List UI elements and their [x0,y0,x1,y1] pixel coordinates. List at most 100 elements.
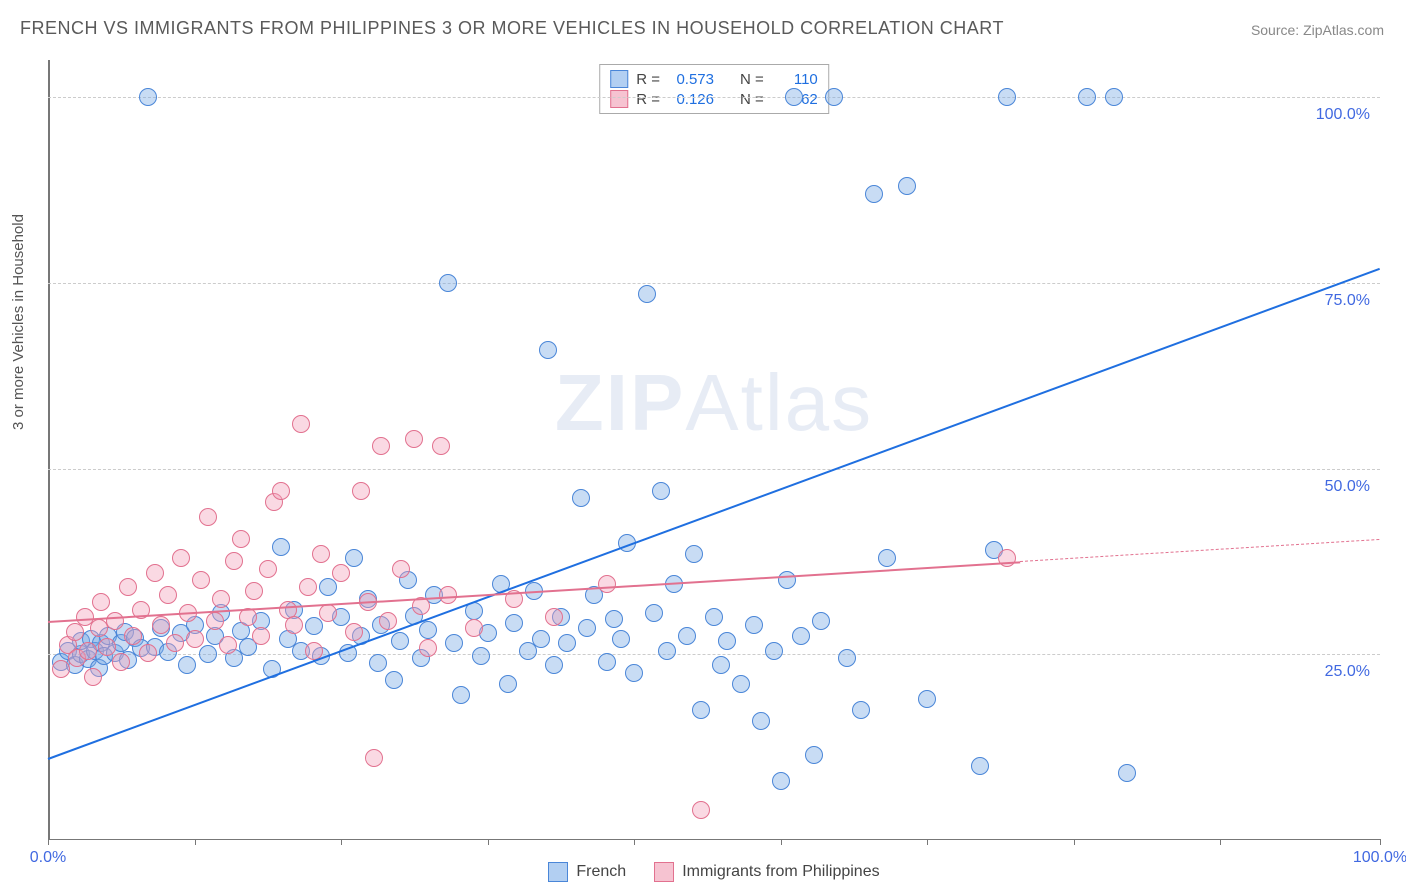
scatter-point [419,639,437,657]
scatter-point [392,560,410,578]
scatter-point [539,341,557,359]
source-attribution: Source: ZipAtlas.com [1251,22,1384,38]
x-tick [195,839,196,845]
scatter-point [918,690,936,708]
scatter-point [765,642,783,660]
scatter-point [124,627,142,645]
scatter-point [532,630,550,648]
n-label: N = [740,71,764,88]
scatter-point [419,621,437,639]
scatter-point [692,701,710,719]
scatter-point [505,614,523,632]
chart-title: FRENCH VS IMMIGRANTS FROM PHILIPPINES 3 … [20,18,1004,39]
scatter-point [805,746,823,764]
gridline [48,97,1380,98]
scatter-point [119,578,137,596]
scatter-point [445,634,463,652]
gridline [48,283,1380,284]
scatter-point [192,571,210,589]
r-label: R = [636,71,660,88]
scatter-point [272,538,290,556]
scatter-point [159,586,177,604]
scatter-point [545,656,563,674]
scatter-point [1118,764,1136,782]
scatter-point [372,437,390,455]
scatter-point [1105,88,1123,106]
scatter-point [778,571,796,589]
scatter-point [732,675,750,693]
scatter-point [545,608,563,626]
scatter-point [625,664,643,682]
x-tick [488,839,489,845]
legend-item: French [548,862,626,882]
y-tick-label: 25.0% [1325,663,1370,681]
scatter-point [365,749,383,767]
scatter-point [285,616,303,634]
scatter-point [272,482,290,500]
scatter-point [465,619,483,637]
scatter-point [199,645,217,663]
x-tick [48,839,49,845]
x-tick [781,839,782,845]
n-label: N = [740,91,764,108]
scatter-point [432,437,450,455]
scatter-point [439,274,457,292]
scatter-point [838,649,856,667]
scatter-point [692,801,710,819]
scatter-point [112,653,130,671]
scatter-point [206,612,224,630]
gridline [48,469,1380,470]
scatter-point [252,627,270,645]
scatter-point [705,608,723,626]
r-value: 0.573 [668,71,714,88]
scatter-point [186,630,204,648]
x-tick [927,839,928,845]
watermark: ZIPAtlas [555,357,873,449]
y-tick-label: 75.0% [1325,292,1370,310]
y-axis-label: 3 or more Vehicles in Household [10,214,27,430]
r-value: 0.126 [668,91,714,108]
scatter-point [785,88,803,106]
scatter-point [558,634,576,652]
scatter-point [745,616,763,634]
legend-row: R =0.573N =110 [610,69,818,89]
scatter-point [605,610,623,628]
scatter-point [212,590,230,608]
scatter-point [772,772,790,790]
scatter-point [139,88,157,106]
scatter-point [712,656,730,674]
scatter-point [352,482,370,500]
scatter-point [678,627,696,645]
scatter-point [98,638,116,656]
scatter-point [405,430,423,448]
y-axis [48,60,50,839]
scatter-point [825,88,843,106]
x-tick [1220,839,1221,845]
scatter-point [166,634,184,652]
scatter-point [878,549,896,567]
scatter-point [232,530,250,548]
scatter-point [319,578,337,596]
scatter-point [52,660,70,678]
scatter-point [178,656,196,674]
x-tick [341,839,342,845]
regression-line [48,268,1381,760]
scatter-point [812,612,830,630]
legend-label: Immigrants from Philippines [682,863,879,881]
series-legend: French Immigrants from Philippines [48,862,1380,882]
scatter-point [259,560,277,578]
scatter-point [439,586,457,604]
scatter-point [332,564,350,582]
y-tick-label: 100.0% [1316,106,1370,124]
scatter-point [172,549,190,567]
scatter-point [852,701,870,719]
scatter-point [312,545,330,563]
legend-item: Immigrants from Philippines [654,862,879,882]
scatter-point [84,668,102,686]
scatter-point [865,185,883,203]
legend-swatch [548,862,568,882]
scatter-point [472,647,490,665]
scatter-point [92,593,110,611]
scatter-point [652,482,670,500]
y-tick-label: 50.0% [1325,478,1370,496]
